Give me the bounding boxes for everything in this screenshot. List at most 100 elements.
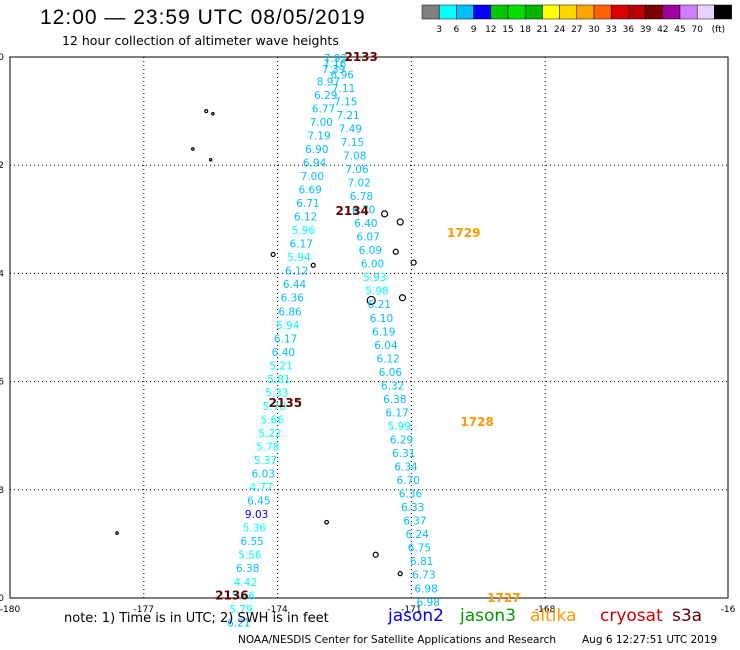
- wave-height-value: 4.77: [249, 482, 272, 494]
- scale-label: 30: [588, 25, 600, 35]
- wave-height-value: 6.36: [399, 489, 423, 501]
- satellite-legend-jason2: jason2: [388, 606, 444, 626]
- wave-height-value: 6.75: [408, 543, 431, 555]
- scale-label: 3: [436, 25, 442, 35]
- wave-height-value: 5.99: [388, 421, 411, 433]
- map-frame: [9, 56, 729, 599]
- island-outline: [410, 259, 417, 266]
- wave-height-value: 5.56: [238, 550, 262, 562]
- wave-height-value: 7.08: [343, 150, 366, 162]
- pass-label: 1727: [487, 591, 520, 605]
- island-outline: [396, 218, 404, 226]
- scale-label: 9: [471, 25, 477, 35]
- page-title: 12:00 — 23:59 UTC 08/05/2019: [40, 6, 366, 29]
- wave-height-value: 7.21: [336, 110, 359, 122]
- island-outline: [191, 147, 195, 151]
- wave-height-value: 6.06: [379, 367, 403, 379]
- island-outline: [366, 295, 376, 306]
- wave-height-value: 6.44: [283, 279, 307, 291]
- wave-height-value: 6.45: [247, 496, 270, 508]
- x-tick-label: -16: [721, 605, 736, 615]
- pass-label: 2135: [269, 396, 302, 410]
- wave-height-value: 6.17: [274, 333, 297, 345]
- wave-height-value: 7.19: [307, 130, 330, 142]
- wave-height-value: 5.16: [232, 590, 256, 602]
- wave-height-value: 6.12: [294, 212, 317, 224]
- wave-height-value: 7.15: [341, 137, 364, 149]
- wave-height-value: 6.09: [359, 245, 382, 257]
- wave-height-value: 6.71: [296, 198, 319, 210]
- wave-height-value: 6.40: [354, 218, 377, 230]
- page-subtitle: 12 hour collection of altimeter wave hei…: [62, 33, 339, 48]
- wave-height-value: 5.81: [267, 374, 290, 386]
- wave-height-value: 6.90: [305, 144, 328, 156]
- island-outline: [115, 531, 119, 535]
- wave-height-value: 7.49: [339, 123, 362, 135]
- wave-height-value: 5.37: [254, 455, 277, 467]
- wave-height-value: 6.03: [252, 469, 275, 481]
- wave-height-value: 5.22: [258, 428, 281, 440]
- pass-label: 1728: [460, 415, 493, 429]
- wave-height-value: 5.78: [256, 442, 279, 454]
- footer-timestamp: Aug 6 12:27:51 UTC 2019: [582, 634, 718, 646]
- wave-height-value: 5.78: [263, 401, 286, 413]
- wave-height-value: 5.66: [261, 414, 285, 426]
- wave-height-value: 6.31: [392, 448, 415, 460]
- wave-height-value: 5.21: [269, 360, 292, 372]
- wave-height-value: 6.17: [290, 239, 313, 251]
- wave-height-value: 5.79: [229, 604, 252, 616]
- island-outline: [398, 294, 407, 302]
- wave-height-value: 7.02: [347, 178, 370, 190]
- wave-height-value: 6.00: [361, 259, 384, 271]
- wave-height-value: 7.15: [334, 96, 357, 108]
- island-outline: [397, 571, 403, 577]
- scale-label: 45: [674, 25, 685, 35]
- x-tick-label: -177: [134, 605, 154, 615]
- scale-label: 42: [657, 25, 668, 35]
- wave-height-value: 6.04: [374, 340, 398, 352]
- wave-height-value: 5.33: [265, 387, 288, 399]
- pass-label: 2134: [336, 204, 369, 218]
- island-outline: [324, 519, 330, 525]
- y-tick-label: -10: [0, 594, 4, 604]
- scale-label: 27: [571, 25, 582, 35]
- wave-height-value: 9.03: [245, 509, 268, 521]
- wave-height-value: 6.24: [405, 529, 429, 541]
- wave-height-value: 6.38: [383, 394, 406, 406]
- wave-height-value: 6.98: [417, 597, 440, 609]
- wave-height-value: 5.93: [363, 272, 386, 284]
- wave-height-value: 5.98: [365, 286, 388, 298]
- island-outline: [310, 262, 316, 268]
- y-tick-label: -4: [0, 269, 4, 279]
- pass-label: 2133: [344, 50, 377, 64]
- y-tick-label: -2: [0, 161, 4, 171]
- island-outline: [392, 248, 399, 255]
- scale-label: 6: [454, 25, 460, 35]
- wave-height-value: 6.94: [303, 157, 327, 169]
- satellite-legend-cryosat: cryosat: [600, 606, 663, 626]
- wave-height-value: 6.17: [385, 407, 408, 419]
- wave-height-value: 6.19: [372, 326, 395, 338]
- wave-height-value: 6.81: [410, 556, 433, 568]
- scale-label: 21: [537, 25, 548, 35]
- scale-label: 39: [640, 25, 652, 35]
- island-outline: [211, 112, 215, 116]
- satellite-legend-s3a: s3a: [672, 606, 703, 626]
- island-outline: [270, 251, 276, 258]
- wave-height-value: 6.36: [281, 293, 305, 305]
- scale-label: 15: [502, 25, 513, 35]
- wave-height-value: 7.06: [345, 164, 369, 176]
- y-tick-label: -8: [0, 486, 4, 496]
- scale-label: 33: [605, 25, 616, 35]
- wave-height-value: 6.73: [412, 570, 435, 582]
- wave-height-value: 7.00: [301, 171, 324, 183]
- wave-height-value: 8.97: [317, 76, 340, 88]
- wave-height-value: 7.92: [324, 53, 347, 65]
- wave-height-value: 6.98: [414, 583, 437, 595]
- wave-height-value: 6.96: [331, 69, 355, 81]
- wave-height-value: 6.34: [394, 462, 418, 474]
- scale-swatch: [714, 4, 732, 20]
- wave-height-value: 4.42: [234, 577, 257, 589]
- wave-height-value: 6.33: [401, 502, 424, 514]
